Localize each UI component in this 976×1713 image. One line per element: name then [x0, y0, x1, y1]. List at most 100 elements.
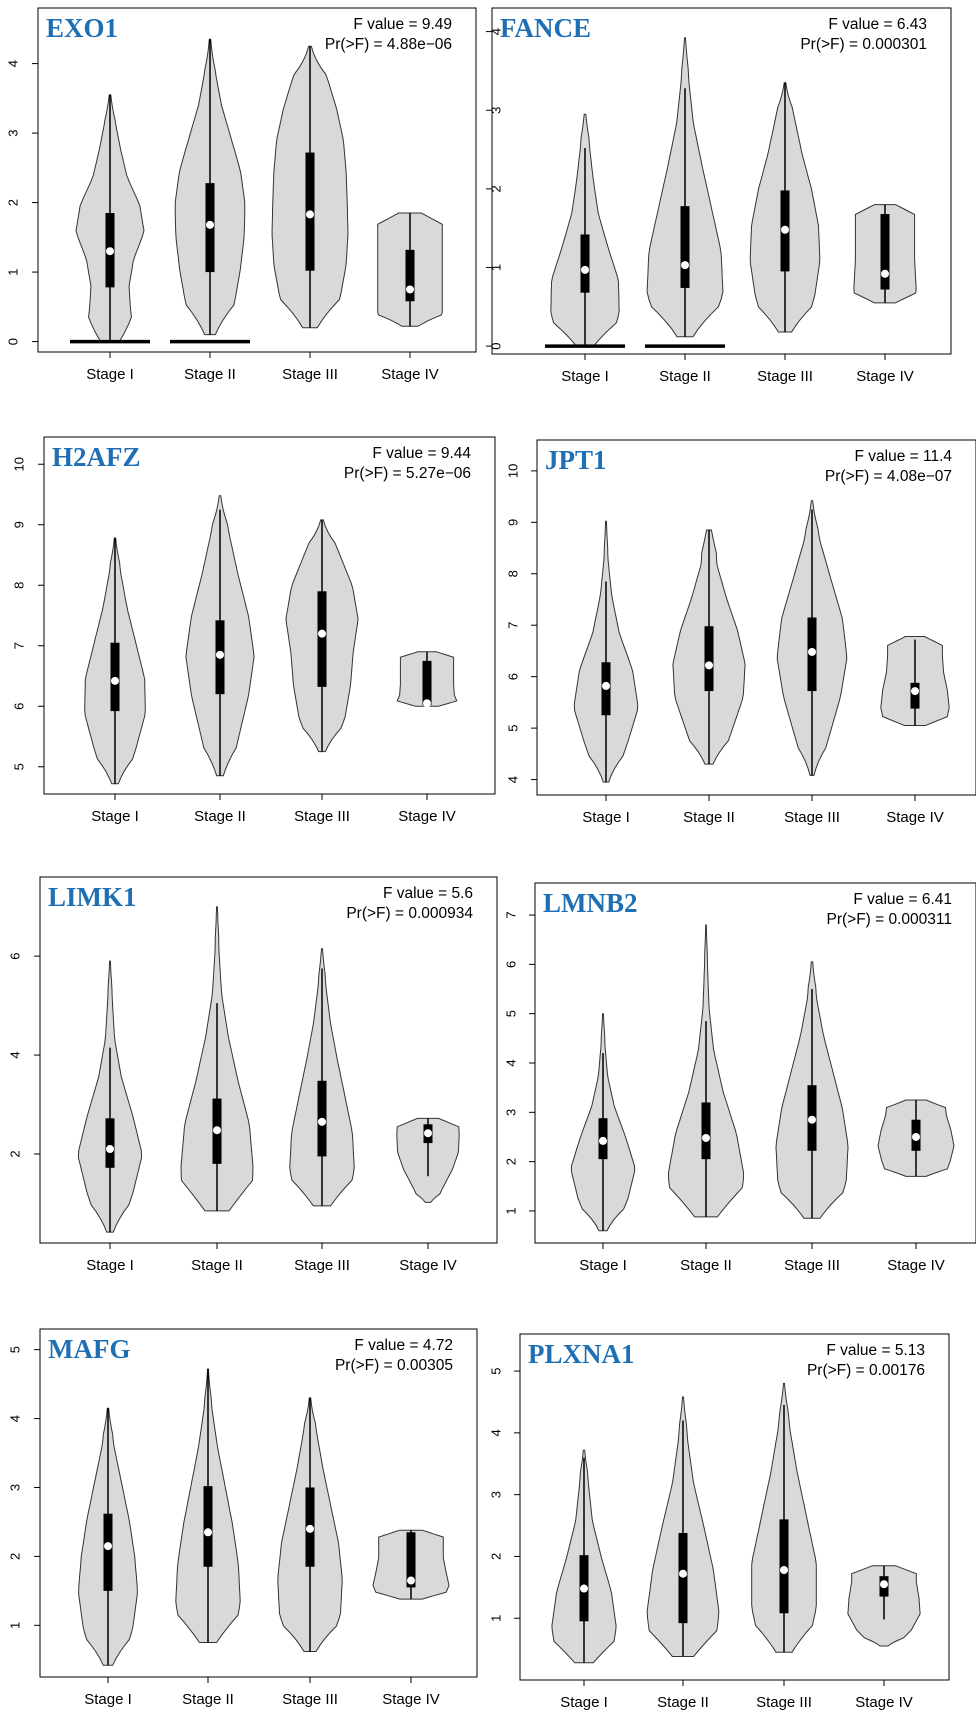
- violin-stage-i: [551, 1449, 617, 1664]
- violin-stage-ii: [175, 1368, 241, 1643]
- iqr-box: [910, 682, 920, 709]
- violin-stage-iv: [396, 651, 458, 708]
- y-tick-label: 2: [5, 199, 20, 206]
- x-tick-label: Stage II: [680, 1257, 732, 1274]
- f-value: F value = 5.6: [383, 885, 473, 902]
- y-tick-label: 7: [503, 911, 518, 918]
- f-value: F value = 6.41: [853, 891, 952, 908]
- x-axis: Stage I Stage II Stage III Stage IV: [561, 354, 914, 385]
- y-tick-label: 8: [11, 582, 26, 589]
- violin-stage-iii: [271, 45, 349, 329]
- iqr-box: [405, 249, 415, 302]
- median-point: [204, 1528, 212, 1537]
- y-tick-label: 1: [488, 264, 503, 271]
- violin-panel-plxna1: 1 2 3 4 5 Stage I Stage II Stage III Stage IV PLX…: [488, 1333, 950, 1711]
- plot-frame: [519, 1333, 950, 1681]
- median-point: [424, 1129, 432, 1138]
- y-tick-label: 4: [7, 1051, 22, 1058]
- violin-stage-ii: [170, 38, 250, 344]
- median-point: [681, 261, 689, 270]
- median-point: [104, 1542, 112, 1551]
- x-tick-label: Stage III: [282, 1691, 338, 1708]
- median-point: [911, 687, 919, 696]
- y-tick-label: 0: [5, 338, 20, 345]
- median-point: [912, 1132, 920, 1141]
- y-tick-label: 4: [5, 60, 20, 67]
- violin-panel-limk1: 2 4 6 Stage I Stage II Stage III Stage IV LIMK1…: [7, 876, 498, 1274]
- plot-frame: [39, 876, 498, 1244]
- x-tick-label: Stage II: [184, 366, 236, 383]
- plot-frame: [491, 7, 952, 355]
- median-point: [216, 650, 224, 659]
- y-tick-label: 1: [5, 268, 20, 275]
- median-point: [423, 699, 431, 708]
- violin-stage-ii: [180, 906, 254, 1212]
- plot-frame: [43, 436, 496, 795]
- violin-stage-ii: [667, 924, 745, 1218]
- y-tick-label: 6: [7, 953, 22, 960]
- y-tick-label: 2: [503, 1158, 518, 1165]
- y-axis: 1 2 3 4 5 6 7: [503, 911, 535, 1215]
- iqr-box: [880, 214, 890, 290]
- x-tick-label: Stage III: [756, 1694, 812, 1711]
- violin-panel-fance: 0 1 2 3 4 Stage I Stage II Stage III Stage IV FAN…: [486, 7, 952, 385]
- y-tick-label: 10: [505, 464, 520, 478]
- x-tick-label: Stage III: [784, 1257, 840, 1274]
- violin-stage-i: [545, 113, 625, 348]
- y-tick-label: 7: [505, 622, 520, 629]
- violin-stage-iv: [377, 212, 443, 327]
- median-point: [580, 1584, 588, 1593]
- y-tick-label: 3: [5, 129, 20, 136]
- violin-stage-iii: [751, 1382, 817, 1653]
- y-axis: 1 2 3 4 5: [7, 1346, 40, 1629]
- y-axis: 0 1 2 3 4: [486, 28, 503, 350]
- y-tick-label: 3: [503, 1109, 518, 1116]
- plot-frame: [37, 7, 477, 353]
- y-tick-label: 3: [7, 1484, 22, 1491]
- y-tick-label: 10: [11, 457, 26, 471]
- y-tick-label: 2: [488, 1553, 503, 1560]
- median-point: [808, 647, 816, 656]
- f-value: F value = 9.49: [353, 16, 452, 33]
- x-axis: Stage I Stage II Stage III Stage IV: [91, 794, 456, 825]
- gene-label: PLXNA1: [528, 1339, 635, 1369]
- y-tick-label: 4: [505, 776, 520, 783]
- x-axis: Stage I Stage II Stage III Stage IV: [582, 795, 944, 826]
- x-tick-label: Stage II: [659, 368, 711, 385]
- violin-stage-iii: [277, 1397, 343, 1652]
- y-tick-label: 6: [11, 703, 26, 710]
- iqr-box: [704, 626, 714, 692]
- median-point: [602, 681, 610, 690]
- median-point: [407, 1576, 415, 1585]
- gene-label: MAFG: [48, 1334, 130, 1364]
- x-tick-label: Stage I: [582, 809, 630, 826]
- median-point: [106, 1145, 114, 1154]
- y-tick-label: 7: [11, 642, 26, 649]
- y-tick-label: 9: [505, 519, 520, 526]
- gene-label: LMNB2: [543, 888, 638, 918]
- violin-stage-iii: [775, 961, 849, 1219]
- median-point: [880, 1580, 888, 1589]
- x-axis: Stage I Stage II Stage III Stage IV: [86, 352, 439, 383]
- f-value: F value = 9.44: [372, 445, 471, 462]
- y-tick-label: 8: [505, 570, 520, 577]
- y-tick-label: 3: [488, 107, 503, 114]
- gene-label: EXO1: [46, 13, 118, 43]
- median-point: [318, 629, 326, 638]
- gene-label: FANCE: [500, 13, 591, 43]
- median-point: [206, 220, 214, 229]
- p-value: Pr(>F) = 0.00305: [335, 1357, 453, 1374]
- gene-label: H2AFZ: [52, 442, 141, 472]
- x-tick-label: Stage III: [757, 368, 813, 385]
- y-tick-label: 5: [11, 763, 26, 770]
- x-tick-label: Stage II: [194, 808, 246, 825]
- x-tick-label: Stage II: [683, 809, 735, 826]
- y-axis: 1 2 3 4 5: [488, 1367, 520, 1622]
- violin-panel-h2afz: 5 6 7 8 9 10 Stage I Stage II Stage III Stage IV H…: [11, 436, 496, 825]
- violin-stage-iv: [396, 1117, 460, 1203]
- p-value: Pr(>F) = 5.27e−06: [344, 465, 471, 482]
- iqr-box: [680, 206, 690, 288]
- violin-panel-mafg: 1 2 3 4 5 Stage I Stage II Stage III Stage IV MAF…: [7, 1328, 478, 1708]
- y-tick-label: 9: [11, 521, 26, 528]
